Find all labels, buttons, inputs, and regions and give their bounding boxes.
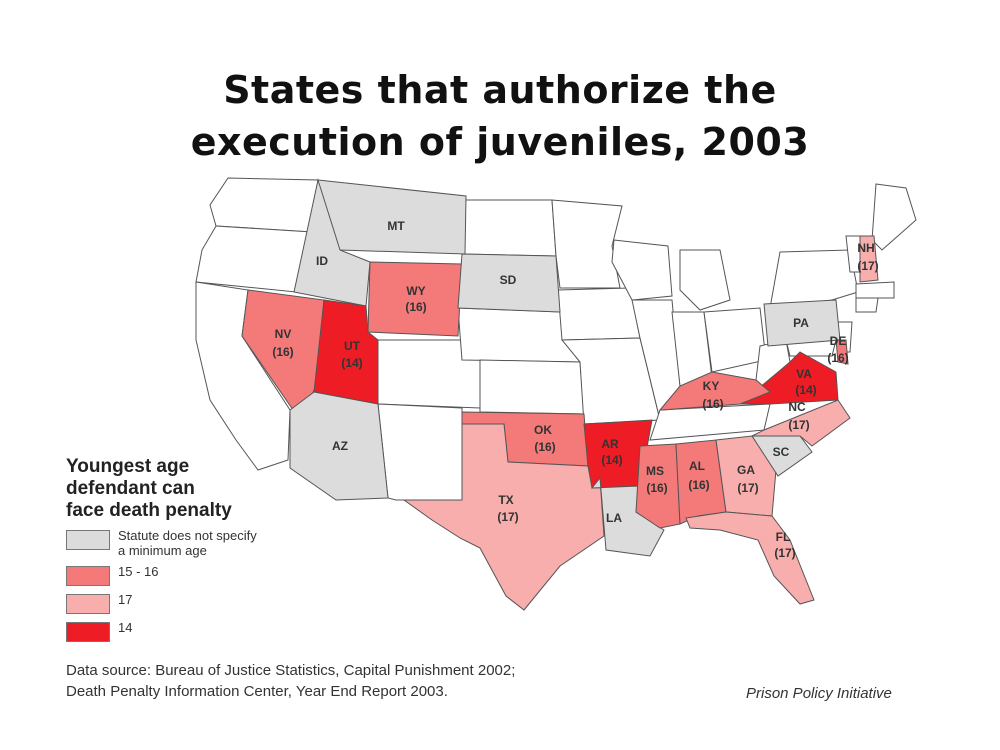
legend-item-15-16: 15 - 16 <box>66 564 326 586</box>
legend-title: Youngest age defendant can face death pe… <box>66 456 326 522</box>
legend-swatch-14 <box>66 622 110 642</box>
label-ms-age: (16) <box>646 481 667 495</box>
state-az <box>289 391 389 501</box>
legend-label-15-16: 15 - 16 <box>118 564 159 579</box>
label-de: DE <box>830 334 847 348</box>
label-al: AL <box>689 459 705 473</box>
label-ga-age: (17) <box>737 481 758 495</box>
legend-item-14: 14 <box>66 620 326 642</box>
state-wy <box>367 261 463 337</box>
label-ut: UT <box>344 339 361 353</box>
label-nc: NC <box>788 400 806 414</box>
unhighlighted-states <box>195 177 917 501</box>
label-la: LA <box>606 511 622 525</box>
state-ks <box>479 359 585 415</box>
label-mt: MT <box>387 219 405 233</box>
data-source-line-1: Data source: Bureau of Justice Statistic… <box>66 662 516 679</box>
state-ga <box>715 435 777 517</box>
label-nh-age: (17) <box>857 259 878 273</box>
label-ms: MS <box>646 464 664 478</box>
title-line-1: States that authorize the <box>223 68 777 112</box>
label-de-age: (16) <box>827 351 848 365</box>
label-ky: KY <box>703 379 720 393</box>
legend: Youngest age defendant can face death pe… <box>66 456 326 642</box>
data-source: Data source: Bureau of Justice Statistic… <box>66 660 686 702</box>
state-labels: MT ID WY (16) SD NV (16) UT (14) AZ OK (… <box>272 219 878 560</box>
legend-item-17: 17 <box>66 592 326 614</box>
label-az: AZ <box>332 439 348 453</box>
state-ms <box>635 443 681 529</box>
label-ga: GA <box>737 463 755 477</box>
label-tx: TX <box>498 493 513 507</box>
label-ut-age: (14) <box>341 356 362 370</box>
title-line-2: execution of juveniles, 2003 <box>190 120 810 164</box>
legend-item-unspecified: Statute does not specify a minimum age <box>66 528 326 558</box>
label-pa: PA <box>793 316 809 330</box>
state-or <box>195 225 313 293</box>
state-nd <box>461 199 557 257</box>
label-sc: SC <box>773 445 790 459</box>
label-ar: AR <box>601 437 619 451</box>
state-wa <box>209 177 319 233</box>
credit: Prison Policy Initiative <box>746 685 892 702</box>
label-ok: OK <box>534 423 552 437</box>
label-wy-age: (16) <box>405 300 426 314</box>
state-tx <box>402 423 605 611</box>
state-ma <box>855 281 895 299</box>
state-id <box>293 178 371 307</box>
label-nh: NH <box>857 241 874 255</box>
label-nv: NV <box>275 327 292 341</box>
legend-label-unspecified: Statute does not specify a minimum age <box>118 528 257 558</box>
state-oh <box>703 307 767 373</box>
legend-title-line-3: face death penalty <box>66 500 232 521</box>
label-fl-age: (17) <box>774 546 795 560</box>
label-ar-age: (14) <box>601 453 622 467</box>
state-sd <box>457 253 561 313</box>
label-tx-age: (17) <box>497 510 518 524</box>
label-fl: FL <box>776 530 791 544</box>
label-sd: SD <box>500 273 517 287</box>
state-mn <box>551 199 623 289</box>
map-title: States that authorize the execution of j… <box>0 64 1000 168</box>
label-va: VA <box>796 367 812 381</box>
label-va-age: (14) <box>795 383 816 397</box>
label-al-age: (16) <box>688 478 709 492</box>
state-ia <box>557 287 641 341</box>
legend-title-line-2: defendant can <box>66 478 195 499</box>
legend-swatch-17 <box>66 594 110 614</box>
label-wy: WY <box>406 284 425 298</box>
state-ky <box>658 371 771 411</box>
highlighted-states <box>241 178 879 611</box>
legend-label-17: 17 <box>118 592 133 607</box>
legend-title-line-1: Youngest age <box>66 456 190 477</box>
label-ky-age: (16) <box>702 397 723 411</box>
state-ct <box>855 297 879 313</box>
label-nv-age: (16) <box>272 345 293 359</box>
data-source-line-2: Death Penalty Information Center, Year E… <box>66 683 448 700</box>
legend-swatch-unspecified <box>66 530 110 550</box>
state-wi <box>611 239 673 301</box>
state-ny <box>769 249 859 309</box>
state-fl <box>685 511 815 605</box>
label-nc-age: (17) <box>788 418 809 432</box>
state-de <box>835 339 849 365</box>
state-me <box>871 183 917 251</box>
label-ok-age: (16) <box>534 440 555 454</box>
legend-swatch-15-16 <box>66 566 110 586</box>
label-id: ID <box>316 254 328 268</box>
state-nh <box>859 235 879 283</box>
state-nm <box>377 403 463 501</box>
state-mt <box>317 179 467 255</box>
state-mi <box>679 249 731 311</box>
legend-label-14: 14 <box>118 620 133 635</box>
